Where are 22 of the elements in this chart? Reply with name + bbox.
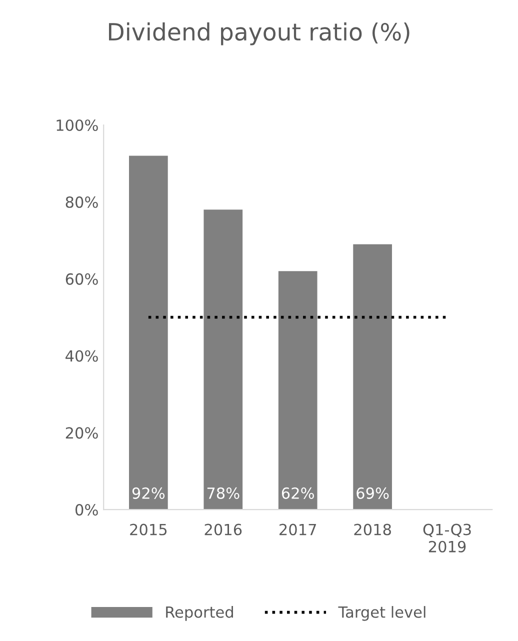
y-tick-label: 60% xyxy=(66,273,98,285)
data-label: 62% xyxy=(282,487,314,499)
bar xyxy=(204,210,243,510)
legend-label: Target level xyxy=(338,606,426,621)
data-label: 92% xyxy=(132,487,165,499)
y-tick-label: 0% xyxy=(76,504,98,516)
chart-title: Dividend payout ratio (%) xyxy=(108,22,410,46)
y-tick-label: 20% xyxy=(66,427,98,439)
data-label: 69% xyxy=(356,487,389,499)
x-tick-label: Q1-Q3 2019 xyxy=(423,524,471,552)
y-tick-label: 100% xyxy=(56,119,98,132)
y-tick-label: 40% xyxy=(66,350,98,362)
x-tick-label: 2015 xyxy=(130,524,167,536)
y-tick-label: 80% xyxy=(66,196,98,208)
data-label: 78% xyxy=(207,487,240,499)
x-tick-label: 2017 xyxy=(280,524,316,536)
bar xyxy=(129,156,168,510)
bar xyxy=(353,244,392,510)
bar xyxy=(278,271,318,510)
x-tick-label: 2016 xyxy=(204,524,242,536)
legend-label: Reported xyxy=(166,606,233,621)
x-tick-label: 2018 xyxy=(354,524,391,536)
